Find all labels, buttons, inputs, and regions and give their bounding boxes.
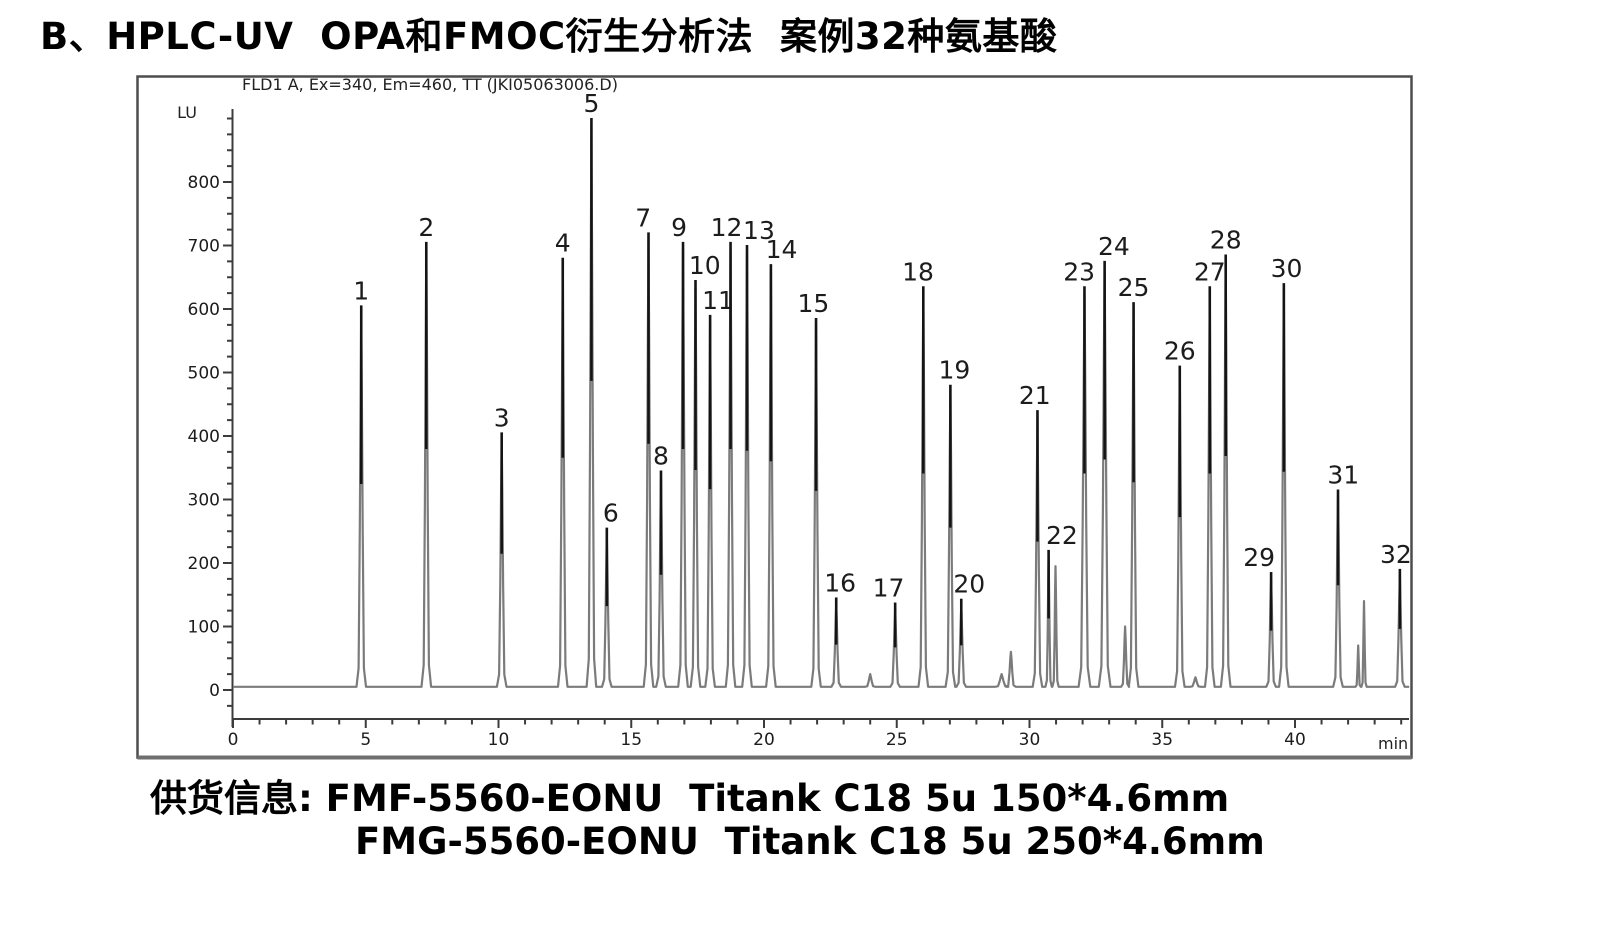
supply-info-line-2: FMG-5560-EONU Titank C18 5u 250*4.6mm bbox=[355, 820, 1265, 863]
peak-number-label: 6 bbox=[603, 499, 619, 528]
peak-number-label: 9 bbox=[671, 213, 687, 242]
peak-number-label: 13 bbox=[743, 216, 775, 245]
peak-number-label: 2 bbox=[418, 213, 434, 242]
x-axis-unit-label: min bbox=[1378, 734, 1408, 753]
peak-number-label: 1 bbox=[353, 276, 369, 305]
peak-number-label: 14 bbox=[766, 235, 798, 264]
peak-number-label: 11 bbox=[702, 286, 734, 315]
x-tick-label: 10 bbox=[488, 730, 510, 750]
peak-number-label: 5 bbox=[583, 89, 599, 118]
peak-number-label: 7 bbox=[635, 203, 651, 232]
x-tick-label: 40 bbox=[1284, 730, 1306, 750]
y-tick-label: 0 bbox=[209, 681, 220, 701]
x-tick-label: 0 bbox=[228, 730, 239, 750]
page-title: B、HPLC-UV OPA和FMOC衍生分析法 案例32种氨基酸 bbox=[40, 15, 1058, 58]
peak-number-label: 16 bbox=[824, 568, 856, 597]
supply-info-line-1: 供货信息: FMF-5560-EONU Titank C18 5u 150*4.… bbox=[150, 777, 1230, 820]
peak-number-label: 24 bbox=[1098, 232, 1130, 261]
y-tick-label: 300 bbox=[188, 491, 220, 511]
peak-number-label: 10 bbox=[689, 251, 721, 280]
peak-number-label: 4 bbox=[555, 229, 571, 258]
peak-number-label: 20 bbox=[953, 570, 985, 599]
peak-number-label: 8 bbox=[653, 441, 669, 470]
x-tick-label: 20 bbox=[753, 730, 775, 750]
peak-number-label: 22 bbox=[1046, 521, 1078, 550]
chromatogram-frame bbox=[136, 75, 1413, 759]
peak-number-label: 25 bbox=[1118, 273, 1150, 302]
peak-number-label: 28 bbox=[1210, 226, 1242, 255]
peak-number-label: 3 bbox=[494, 403, 510, 432]
peak-number-label: 19 bbox=[938, 356, 970, 385]
peak-number-label: 21 bbox=[1019, 381, 1051, 410]
peak-number-label: 15 bbox=[797, 289, 829, 318]
y-tick-label: 800 bbox=[188, 173, 220, 193]
peak-number-label: 26 bbox=[1164, 337, 1196, 366]
y-tick-label: 200 bbox=[188, 554, 220, 574]
peak-number-label: 32 bbox=[1380, 540, 1412, 569]
peak-number-label: 27 bbox=[1194, 257, 1226, 286]
y-axis-unit-label: LU bbox=[177, 103, 197, 122]
x-tick-label: 30 bbox=[1019, 730, 1041, 750]
x-tick-label: 15 bbox=[620, 730, 642, 750]
y-tick-label: 500 bbox=[188, 364, 220, 384]
x-tick-label: 35 bbox=[1151, 730, 1173, 750]
y-tick-label: 400 bbox=[188, 427, 220, 447]
y-tick-label: 100 bbox=[188, 618, 220, 638]
peak-number-label: 23 bbox=[1063, 257, 1095, 286]
peak-number-label: 31 bbox=[1327, 461, 1359, 490]
y-tick-label: 600 bbox=[188, 300, 220, 320]
x-tick-label: 5 bbox=[360, 730, 371, 750]
chromatogram-header: FLD1 A, Ex=340, Em=460, TT (JKI05063006.… bbox=[242, 75, 618, 94]
peak-number-label: 18 bbox=[902, 257, 934, 286]
peak-number-label: 29 bbox=[1243, 543, 1275, 572]
x-tick-label: 25 bbox=[886, 730, 908, 750]
peak-number-label: 12 bbox=[711, 213, 743, 242]
peak-number-label: 17 bbox=[873, 574, 905, 603]
peak-number-label: 30 bbox=[1271, 254, 1303, 283]
y-tick-label: 700 bbox=[188, 237, 220, 257]
